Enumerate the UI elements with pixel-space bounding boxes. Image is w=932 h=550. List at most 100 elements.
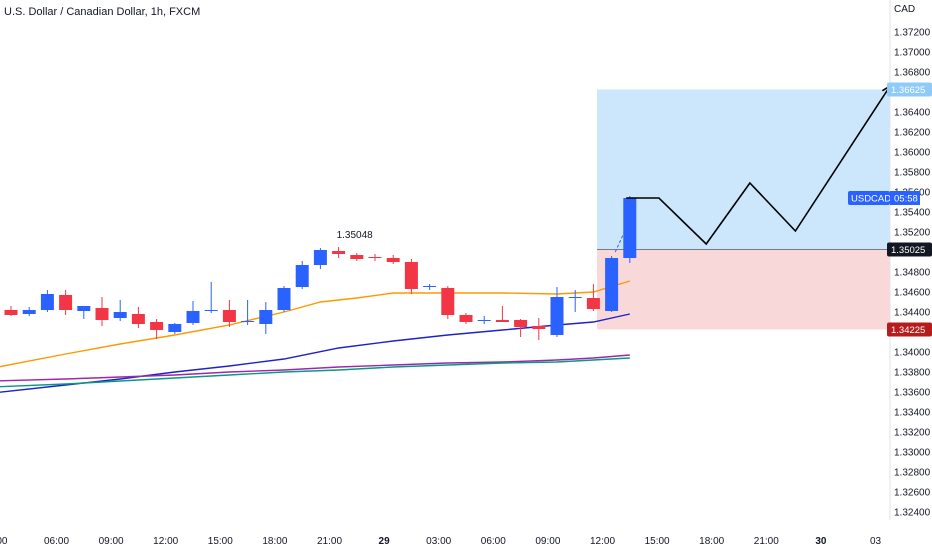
last-price-tag [848, 191, 890, 205]
ema-long-b-line [0, 357, 630, 388]
candle-body [568, 297, 582, 298]
price-tick-label: 1.34600 [894, 288, 931, 299]
candle-body [350, 255, 364, 259]
high-annotation: 1.35048 [337, 230, 374, 241]
ema-long-a-line [0, 354, 630, 382]
candle-body [605, 258, 619, 311]
projection-line[interactable] [626, 85, 891, 246]
price-tick-label: 1.33600 [894, 388, 931, 399]
price-tick-label: 1.34400 [894, 308, 931, 319]
candle [40, 290, 54, 312]
candle-body [131, 314, 145, 324]
time-tick-label: 15:00 [645, 536, 670, 547]
candle-body [77, 306, 91, 311]
chart-title: U.S. Dollar / Canadian Dollar, 1h, FXCM [4, 6, 200, 18]
price-tick-label: 1.37200 [894, 28, 931, 39]
time-tick-label: 06:00 [481, 536, 506, 547]
candle-body [277, 288, 291, 310]
candle-body [532, 326, 546, 329]
candle [77, 306, 91, 319]
candle [4, 306, 18, 316]
stop-price-tag [887, 322, 932, 337]
price-tick-label: 1.36000 [894, 148, 931, 159]
stop-zone[interactable] [597, 249, 890, 330]
price-axis-ticks: 1.32400 1.32600 1.32800 1.33000 1.33200 1.334… [894, 28, 931, 519]
time-tick-label: 15:00 [208, 536, 233, 547]
candle [204, 282, 218, 313]
target-zone[interactable] [597, 89, 890, 250]
candle-body [514, 320, 528, 327]
price-tick-label: 1.34800 [894, 268, 931, 279]
candle-body [40, 294, 54, 310]
candle-body [295, 265, 309, 287]
candle [277, 286, 291, 312]
candle [586, 284, 600, 311]
candle-body [204, 310, 218, 311]
position-zones [597, 89, 890, 330]
indicator-lines [0, 280, 631, 393]
candle-body [95, 308, 109, 320]
time-tick-label: 30 [815, 536, 827, 547]
price-tick-label: 1.33400 [894, 408, 931, 419]
entry-connector [614, 223, 629, 253]
time-tick-label: 12:00 [590, 536, 615, 547]
target-price-tag [887, 82, 932, 97]
candle-body [22, 310, 36, 314]
price-tick-label: 1.35800 [894, 168, 931, 179]
candle [350, 253, 364, 261]
time-tick-label: 09:00 [535, 536, 560, 547]
candle-body [186, 311, 200, 323]
price-tick-label: 1.36800 [894, 68, 931, 79]
last-price-symbol: USDCAD [851, 194, 891, 205]
candle [441, 286, 455, 319]
time-tick-label: 03:00 [426, 536, 451, 547]
candle [568, 290, 582, 312]
target-price-label: 1.36625 [891, 85, 925, 96]
time-tick-label: 29 [379, 536, 391, 547]
time-tick-label: 12:00 [153, 536, 178, 547]
stop-price-label: 1.34225 [891, 325, 925, 336]
candle-body [259, 310, 273, 324]
price-tick-label: 1.36400 [894, 108, 931, 119]
candle [113, 300, 127, 321]
candle [623, 196, 637, 263]
candle-body [368, 257, 382, 258]
candle [550, 287, 564, 337]
price-tick-label: 1.35400 [894, 208, 931, 219]
price-tags: 1.36625 1.35025 1.34225 USDCAD 05:58 [848, 82, 932, 337]
candle [131, 307, 145, 328]
candle-body [423, 286, 437, 287]
entry-price-tag [887, 242, 932, 257]
candle [222, 300, 236, 327]
price-axis-currency: CAD [894, 4, 915, 15]
candle-body [623, 198, 637, 258]
price-tick-label: 1.33800 [894, 368, 931, 379]
candle-body [477, 320, 491, 321]
candle-body [4, 310, 18, 315]
candle [22, 307, 36, 316]
candle-body [59, 295, 73, 310]
candle-body [459, 315, 473, 322]
candle [150, 319, 164, 339]
candle [423, 284, 437, 290]
price-tick-label: 1.34000 [894, 348, 931, 359]
time-tick-label: 03 [870, 536, 882, 547]
candle [404, 259, 418, 294]
candle-body [113, 312, 127, 318]
candle [477, 316, 491, 324]
candle-body [441, 288, 455, 315]
time-tick-label: 06:00 [44, 536, 69, 547]
time-tick-label: 00 [0, 536, 8, 547]
time-tick-label: 18:00 [699, 536, 724, 547]
candle [168, 323, 182, 334]
candle-body [332, 251, 346, 254]
candle-body [550, 297, 564, 335]
candle-body [241, 321, 255, 322]
time-axis[interactable]: 00 06:00 09:00 12:00 15:00 18:00 21:00 29 03:00 0… [0, 536, 881, 547]
ema-fast-line [0, 280, 631, 368]
candle [332, 247, 346, 258]
candles [4, 196, 637, 340]
countdown-bg [890, 191, 920, 205]
candle [459, 313, 473, 324]
